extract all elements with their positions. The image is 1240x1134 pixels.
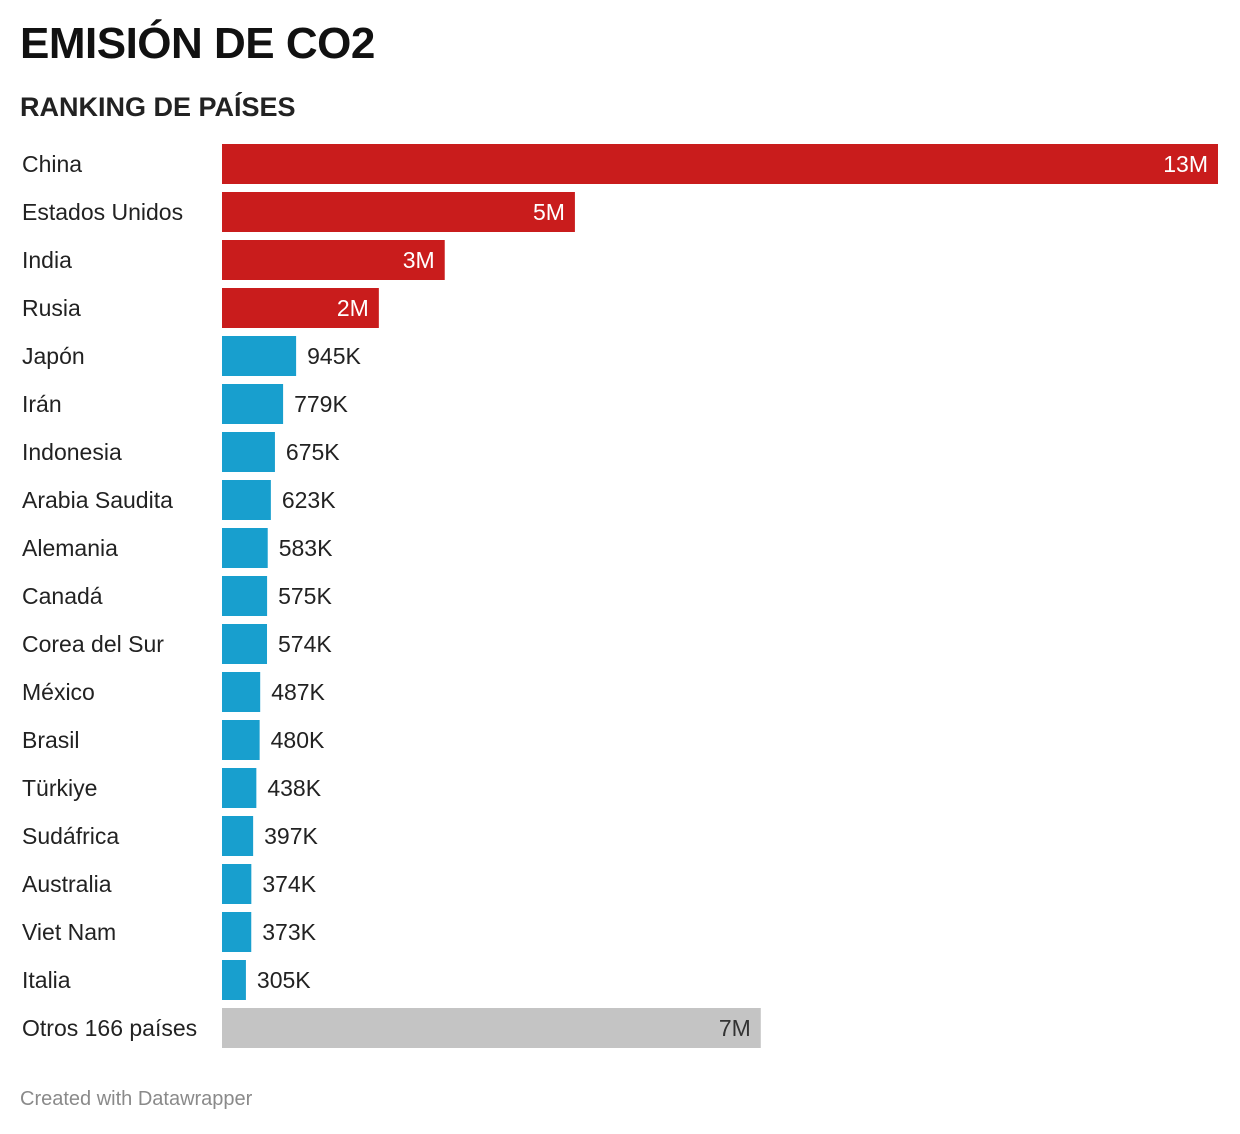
value-label-australia: 374K	[262, 871, 316, 897]
bar-canada	[222, 576, 268, 616]
bar-arabia-saudita	[222, 480, 271, 520]
value-label-iran: 779K	[294, 391, 348, 417]
value-label-turkiye: 438K	[267, 775, 321, 801]
value-label-otros-166-paises: 7M	[719, 1015, 751, 1041]
category-label-iran: Irán	[22, 391, 62, 417]
bar-corea-del-sur	[222, 624, 268, 664]
value-label-mexico: 487K	[271, 679, 325, 705]
value-label-sudafrica: 397K	[264, 823, 318, 849]
value-label-rusia: 2M	[337, 295, 369, 321]
value-label-india: 3M	[403, 247, 435, 273]
bar-iran	[222, 384, 284, 424]
category-label-estados-unidos: Estados Unidos	[22, 199, 183, 225]
bar-australia	[222, 864, 252, 904]
category-label-canada: Canadá	[22, 583, 103, 609]
bar-mexico	[222, 672, 261, 712]
value-label-china: 13M	[1163, 151, 1208, 177]
value-label-canada: 575K	[278, 583, 332, 609]
bar-alemania	[222, 528, 268, 568]
bar-turkiye	[222, 768, 257, 808]
category-label-italia: Italia	[22, 967, 71, 993]
bar-sudafrica	[222, 816, 254, 856]
category-label-rusia: Rusia	[22, 295, 81, 321]
bar-japon	[222, 336, 297, 376]
category-label-corea-del-sur: Corea del Sur	[22, 631, 164, 657]
bar-viet-nam	[222, 912, 252, 952]
value-label-alemania: 583K	[279, 535, 333, 561]
category-label-viet-nam: Viet Nam	[22, 919, 116, 945]
footer-credit: Created with Datawrapper	[20, 1088, 253, 1110]
category-label-otros-166-paises: Otros 166 países	[22, 1015, 197, 1041]
chart-subtitle: RANKING DE PAÍSES	[20, 92, 296, 122]
category-label-mexico: México	[22, 679, 95, 705]
category-label-india: India	[22, 247, 72, 273]
value-label-arabia-saudita: 623K	[282, 487, 336, 513]
value-label-indonesia: 675K	[286, 439, 340, 465]
category-label-alemania: Alemania	[22, 535, 118, 561]
bar-brasil	[222, 720, 260, 760]
bar-chart: China 13M Estados Unidos 5M India 3M Rusia 2M Ja…	[22, 144, 1218, 1048]
bar-estados-unidos	[222, 192, 575, 232]
category-label-japon: Japón	[22, 343, 85, 369]
bar-china	[222, 144, 1218, 184]
value-label-estados-unidos: 5M	[533, 199, 565, 225]
chart-title: EMISIÓN DE CO2	[20, 19, 375, 68]
value-label-viet-nam: 373K	[262, 919, 316, 945]
category-label-indonesia: Indonesia	[22, 439, 122, 465]
value-label-japon: 945K	[307, 343, 361, 369]
bar-rusia	[222, 288, 379, 328]
category-label-arabia-saudita: Arabia Saudita	[22, 487, 173, 513]
bar-italia	[222, 960, 246, 1000]
category-label-australia: Australia	[22, 871, 112, 897]
bar-indonesia	[222, 432, 275, 472]
category-label-sudafrica: Sudáfrica	[22, 823, 119, 849]
bar-india	[222, 240, 445, 280]
value-label-italia: 305K	[257, 967, 311, 993]
value-label-corea-del-sur: 574K	[278, 631, 332, 657]
category-label-brasil: Brasil	[22, 727, 80, 753]
bar-otros-166-paises	[222, 1008, 761, 1048]
value-label-brasil: 480K	[271, 727, 325, 753]
category-label-turkiye: Türkiye	[22, 775, 97, 801]
category-label-china: China	[22, 151, 82, 177]
